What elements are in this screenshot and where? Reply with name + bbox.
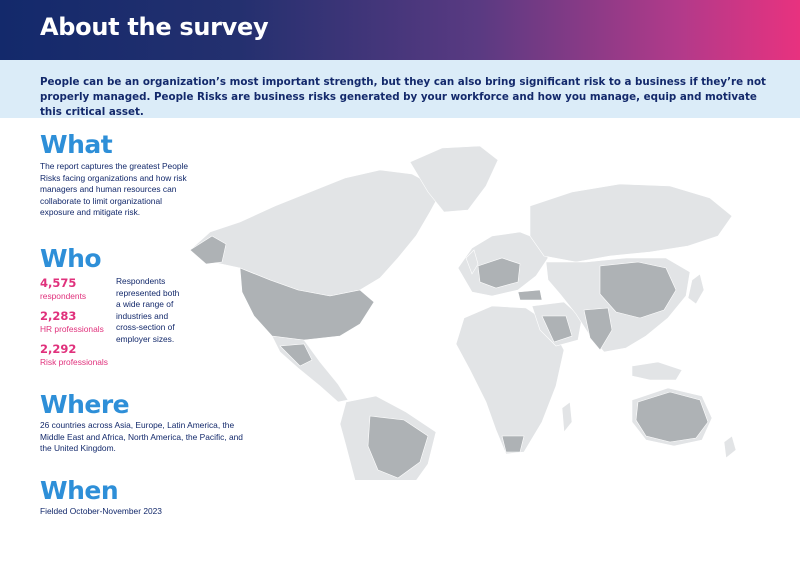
map-europe-surveyed [477,257,521,289]
stat-hr-value: 2,283 [40,309,77,323]
stat-respondents-label: respondents [40,291,87,301]
map-greenland [409,145,499,213]
intro-banner: People can be an organization’s most imp… [0,60,800,118]
when-text: Fielded October-November 2023 [40,506,162,516]
stat-respondents-value: 4,575 [40,276,77,290]
map-canada [189,169,443,297]
where-text: 26 countries across Asia, Europe, Latin … [40,420,243,454]
map-uk [465,249,479,275]
what-text: The report captures the greatest People … [40,161,189,218]
map-australia-surveyed [635,391,709,443]
header-banner: About the survey [0,0,800,60]
page-title: About the survey [40,13,269,41]
where-heading: Where [40,390,130,419]
map-india [583,307,613,351]
map-south-africa [501,435,525,453]
map-china [599,261,677,319]
map-usa [239,267,375,341]
map-russia [529,183,733,263]
map-japan [687,273,705,305]
map-madagascar [561,401,573,433]
stat-risk-value: 2,292 [40,342,77,356]
stat-risk-label: Risk professionals [40,357,108,367]
map-turkey [517,289,543,301]
when-heading: When [40,476,119,505]
map-indonesia [631,361,683,381]
map-mexico-surveyed [279,343,313,367]
who-note: Respondents represented both a wide rang… [116,276,180,344]
what-heading: What [40,130,113,159]
map-alaska [189,235,227,265]
map-africa [455,305,565,455]
intro-text: People can be an organization’s most imp… [40,76,766,118]
stat-hr-label: HR professionals [40,324,104,334]
world-map [189,145,737,480]
map-saudi [541,315,573,343]
who-heading: Who [40,244,102,273]
map-new-zealand [723,435,737,459]
map-brazil [367,415,429,479]
